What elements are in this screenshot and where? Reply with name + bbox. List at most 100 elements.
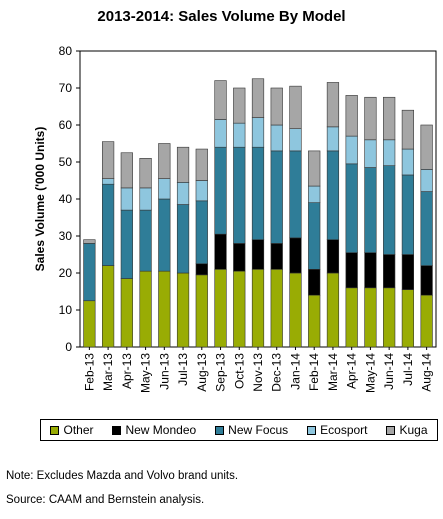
bar-segment — [233, 87, 246, 124]
bar-segment — [364, 96, 377, 141]
bar-segment — [345, 135, 358, 165]
bar-segment — [420, 124, 433, 170]
bar-segment — [139, 187, 152, 211]
y-tick-label: 30 — [59, 229, 73, 243]
bar-segment — [195, 180, 208, 202]
legend-label: New Focus — [228, 423, 289, 437]
bar-segment — [101, 178, 115, 185]
bar-segment — [195, 148, 208, 181]
bar-segment — [345, 95, 358, 137]
bar-segment — [383, 139, 396, 167]
bar-segment — [420, 169, 433, 192]
bar-segment — [251, 268, 265, 348]
bar-segment — [270, 150, 283, 244]
x-tick-label: Apr-14 — [345, 353, 359, 389]
legend-item: Other — [50, 423, 94, 437]
stacked-bar-chart: 0 10 20 30 40 50 60 70 80 Sales Volume ('000 Unit… — [33, 44, 437, 393]
bar-segment — [176, 146, 190, 183]
y-tick-label: 50 — [59, 155, 73, 169]
legend-item: New Focus — [215, 423, 288, 437]
x-tick-label: Aug-14 — [420, 353, 434, 392]
bar-segment — [120, 152, 133, 189]
bar-segment — [270, 268, 283, 348]
legend-swatch — [386, 425, 396, 435]
bar-segment — [158, 143, 171, 179]
y-tick-label: 10 — [59, 303, 73, 317]
x-tick-label: Jan-14 — [288, 353, 302, 390]
bar-segment — [364, 252, 377, 289]
x-tick-label: Apr-13 — [120, 353, 134, 389]
legend-swatch — [112, 425, 122, 435]
bar-segment — [214, 80, 227, 120]
x-tick-label: Jul-14 — [401, 353, 415, 386]
bar-segment — [233, 146, 246, 244]
bar-segment — [139, 270, 152, 348]
bar-segment — [401, 289, 415, 348]
bar-segment — [158, 198, 171, 272]
bar-segment — [120, 209, 133, 279]
bar-segment — [158, 270, 171, 348]
bar-segment — [308, 268, 321, 296]
bar-segment — [289, 85, 302, 130]
x-tick-label: May-14 — [363, 353, 377, 393]
bar-segment — [176, 272, 190, 348]
y-tick-label: 40 — [59, 192, 73, 206]
bar-segment — [233, 122, 246, 148]
bar-segment — [326, 126, 340, 152]
bar-segment — [139, 209, 152, 272]
y-tick-label: 60 — [59, 118, 73, 132]
bar-segment — [383, 254, 396, 289]
bar-segment — [101, 183, 115, 266]
source-note: Source: CAAM and Bernstein analysis. — [6, 494, 205, 506]
x-tick-label: Feb-14 — [307, 353, 321, 391]
y-tick-label: 80 — [59, 44, 73, 58]
bar-segment — [214, 119, 227, 148]
bar-segment — [401, 174, 415, 255]
bar-segment — [270, 243, 283, 270]
x-tick-label: Sep-13 — [214, 353, 228, 392]
chart-title: 2013-2014: Sales Volume By Model — [97, 8, 346, 25]
bar-segment — [289, 237, 302, 274]
bar-segment — [345, 252, 358, 289]
legend-swatch — [215, 425, 225, 435]
bar-segment — [383, 96, 396, 141]
x-tick-label: May-13 — [139, 353, 153, 393]
bar-segment — [195, 263, 208, 276]
legend-item: Ecosport — [307, 423, 368, 437]
bar-segment — [120, 187, 133, 211]
bar-segment — [101, 265, 115, 348]
x-tick-label: Aug-13 — [195, 353, 209, 392]
legend-item: Kuga — [386, 423, 428, 437]
x-tick-label: Mar-13 — [101, 353, 115, 391]
bar-segment — [83, 239, 96, 244]
x-tick-label: Oct-13 — [232, 353, 246, 389]
legend-label: New Mondeo — [125, 423, 197, 437]
x-tick-label: Nov-13 — [251, 353, 265, 392]
bar-segment — [420, 294, 433, 348]
legend-swatch — [307, 425, 317, 435]
bar-segment — [289, 128, 302, 152]
bar-segment — [176, 204, 190, 274]
bar-segment — [251, 117, 265, 148]
bar-segment — [308, 202, 321, 270]
x-tick-label: Dec-13 — [270, 353, 284, 392]
bar-segment — [83, 243, 96, 302]
legend-item: New Mondeo — [112, 423, 196, 437]
bar-segment — [364, 287, 377, 348]
x-tick-label: Jun-13 — [157, 353, 171, 390]
bar-segment — [101, 141, 115, 179]
bar-segment — [289, 150, 302, 239]
bar-segment — [251, 78, 265, 118]
bar-segment — [195, 274, 208, 348]
y-tick-label: 0 — [65, 340, 72, 354]
bar-segment — [401, 148, 415, 176]
bar-segment — [420, 265, 433, 296]
y-tick-label: 70 — [59, 81, 73, 95]
bar-segment — [83, 300, 96, 348]
bar-segment — [364, 167, 377, 253]
footnote: Note: Excludes Mazda and Volvo brand uni… — [6, 470, 239, 482]
bar-segment — [214, 146, 227, 235]
bar-segment — [364, 139, 377, 168]
bar-segment — [308, 294, 321, 348]
bar-segment — [383, 287, 396, 348]
